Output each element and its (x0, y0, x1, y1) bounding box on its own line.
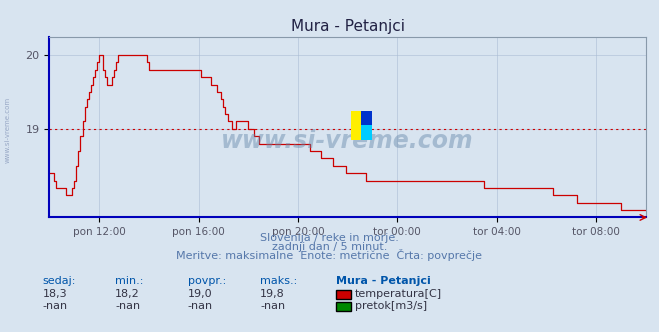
Text: 19,8: 19,8 (260, 289, 285, 299)
Text: www.si-vreme.com: www.si-vreme.com (221, 129, 474, 153)
Text: povpr.:: povpr.: (188, 276, 226, 286)
Text: Meritve: maksimalne  Enote: metrične  Črta: povprečje: Meritve: maksimalne Enote: metrične Črta… (177, 249, 482, 261)
Text: -nan: -nan (115, 301, 140, 311)
Text: zadnji dan / 5 minut.: zadnji dan / 5 minut. (272, 242, 387, 252)
Bar (351, 111, 361, 140)
Text: Slovenija / reke in morje.: Slovenija / reke in morje. (260, 233, 399, 243)
Text: -nan: -nan (43, 301, 68, 311)
Text: 18,3: 18,3 (43, 289, 67, 299)
Title: Mura - Petanjci: Mura - Petanjci (291, 19, 405, 34)
Text: -nan: -nan (188, 301, 213, 311)
Text: temperatura[C]: temperatura[C] (355, 289, 442, 299)
Text: pretok[m3/s]: pretok[m3/s] (355, 301, 426, 311)
Text: -nan: -nan (260, 301, 285, 311)
Text: 19,0: 19,0 (188, 289, 212, 299)
Text: 18,2: 18,2 (115, 289, 140, 299)
Text: Mura - Petanjci: Mura - Petanjci (336, 276, 431, 286)
Text: sedaj:: sedaj: (43, 276, 76, 286)
Text: www.si-vreme.com: www.si-vreme.com (4, 96, 11, 163)
Bar (361, 125, 372, 140)
Bar (361, 111, 372, 125)
Text: maks.:: maks.: (260, 276, 298, 286)
Text: min.:: min.: (115, 276, 144, 286)
